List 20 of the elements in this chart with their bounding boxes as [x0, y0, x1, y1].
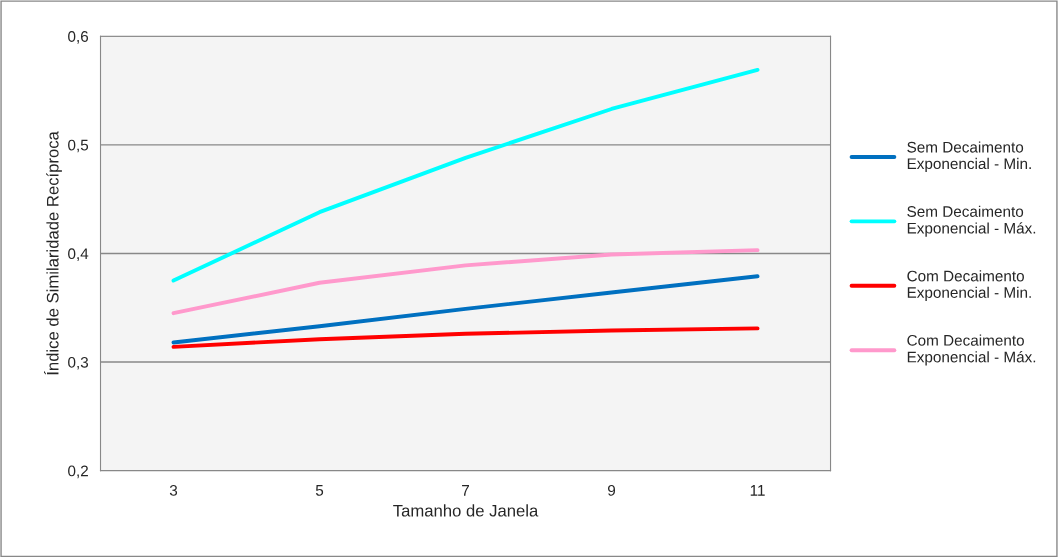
legend-label: Com Decaimento Exponencial - Máx. [907, 334, 1036, 366]
x-tick-label: 11 [750, 485, 765, 496]
legend-label: Sem Decaimento Exponencial - Min. [907, 141, 1031, 173]
y-axis-title: Índice de Similaridade Recíproca [44, 131, 62, 375]
y-tick-label: 0,2 [68, 465, 88, 479]
y-tick-label: 0,4 [68, 248, 89, 261]
line-series [171, 274, 760, 345]
x-tick-label: 7 [462, 485, 469, 496]
legend-label: Com Decaimento Exponencial - Min. [907, 270, 1031, 301]
y-tick-label: 0,6 [68, 31, 89, 44]
line-series [171, 67, 760, 283]
line-series [171, 326, 760, 349]
legend-label: Sem Decaimento Exponencial - Máx. [907, 205, 1036, 237]
line-series [171, 248, 760, 316]
x-tick-label: 5 [315, 485, 324, 496]
x-axis-title: Tamanho de Janela [393, 504, 539, 517]
x-tick-label: 3 [169, 484, 178, 496]
y-tick-label: 0,3 [68, 356, 89, 370]
y-tick-label: 0,5 [68, 139, 89, 153]
x-tick-label: 9 [607, 484, 616, 496]
